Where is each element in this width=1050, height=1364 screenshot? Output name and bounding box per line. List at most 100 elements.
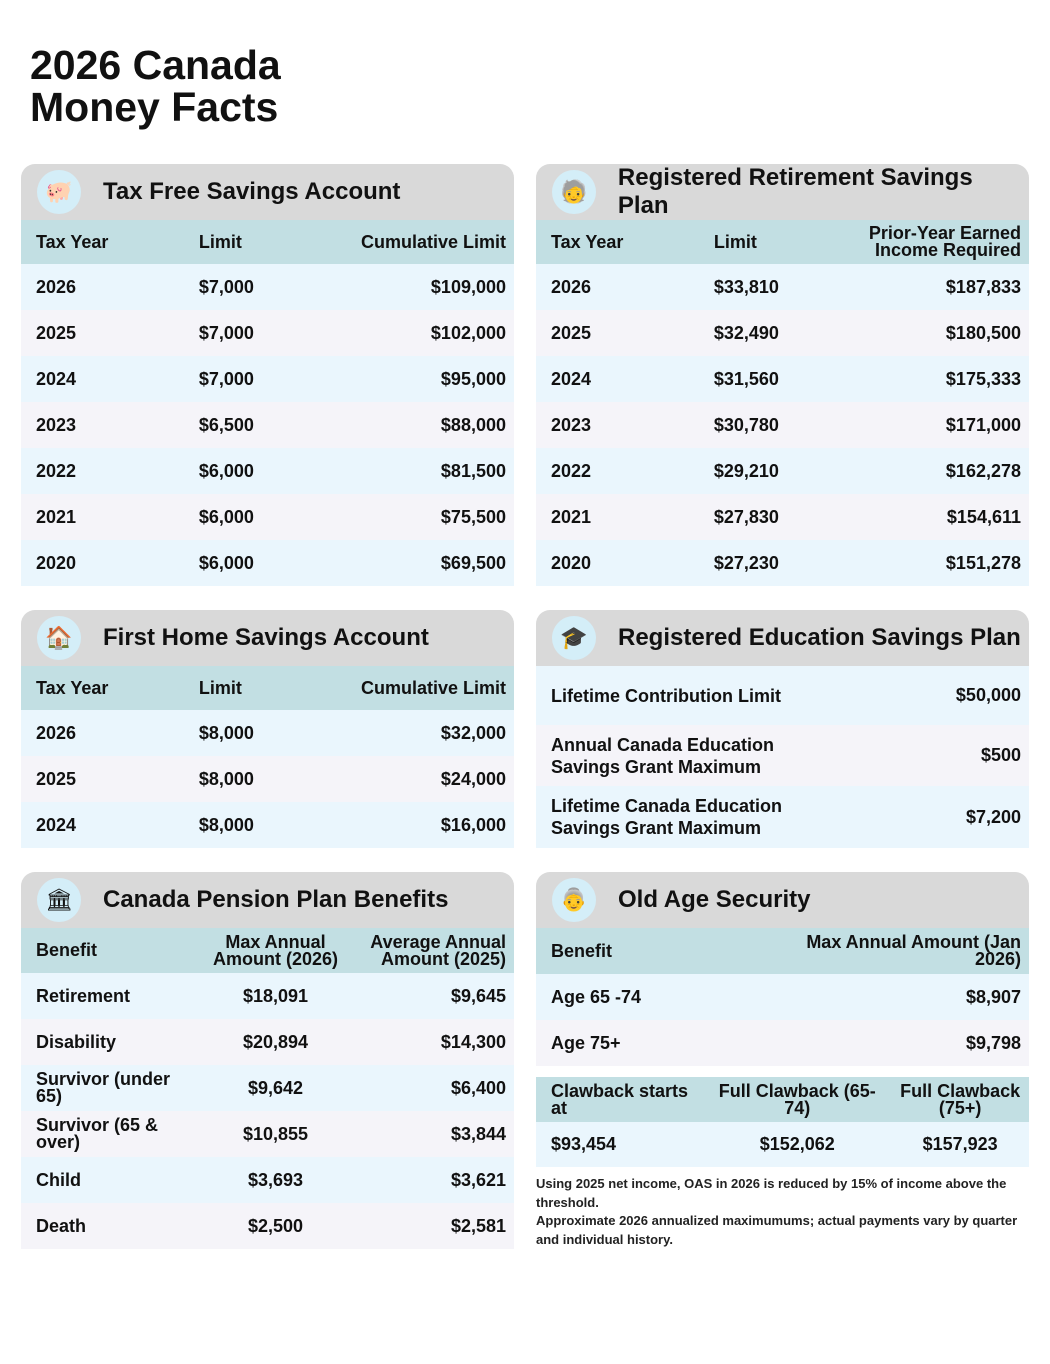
table-row: Survivor (under 65) $9,642 $6,400	[21, 1065, 514, 1111]
table-cell: 2023	[36, 414, 77, 435]
table-cell: Survivor (under 65)	[36, 1069, 171, 1106]
column-header-cell: Clawback starts at	[551, 1080, 689, 1118]
oas-rows: Age 65 -74 $8,907 Age 75+ $9,798	[536, 974, 1029, 1066]
page-title: 2026 Canada Money Facts	[30, 44, 281, 128]
rrsp-rows: 2026 $33,810 $187,833 2025 $32,490 $180,500 20…	[536, 264, 1029, 586]
table-row: Annual Canada Education Savings Grant Ma…	[536, 725, 1029, 786]
column-header-cell: Tax Year	[36, 231, 109, 252]
cpp-card: 🏛 Canada Pension Plan Benefits Benefit Max …	[21, 872, 514, 1249]
column-header-cell: Tax Year	[36, 677, 109, 698]
table-cell: $10,855	[242, 1123, 309, 1144]
table-cell: $20,894	[242, 1031, 309, 1052]
seniors-icon: 👵	[552, 878, 596, 922]
oas-title: Old Age Security	[618, 886, 811, 913]
table-cell: 2025	[36, 322, 77, 343]
gap	[536, 1066, 1029, 1077]
table-cell: $50,000	[955, 685, 1021, 705]
clawback-row: $93,454 $152,062 $157,923	[536, 1122, 1029, 1167]
table-cell: $2,581	[450, 1215, 506, 1236]
column-header-cell: Cumulative Limit	[360, 231, 506, 252]
table-cell: $93,454	[551, 1134, 617, 1154]
rrsp-column-header: Tax Year Limit Prior-Year Earned Income Re…	[536, 220, 1029, 264]
table-row: 2025 $8,000 $24,000	[21, 756, 514, 802]
column-header-cell: Max Annual Amount (Jan 2026)	[806, 932, 1021, 969]
table-cell: $7,000	[198, 322, 254, 343]
table-cell: $14,300	[440, 1031, 506, 1052]
table-cell: $151,278	[945, 552, 1021, 573]
table-cell: $18,091	[242, 985, 309, 1006]
fhsa-card-header: 🏠 First Home Savings Account	[21, 610, 514, 666]
title-line-1: 2026 Canada	[30, 42, 281, 88]
tfsa-card-header: 🐖 Tax Free Savings Account	[21, 164, 514, 220]
table-cell: 2025	[36, 768, 77, 789]
table-cell: $6,000	[198, 460, 254, 481]
graduation-cap-icon: 🎓	[552, 616, 596, 660]
column-header-cell: Average Annual Amount (2025)	[370, 931, 506, 969]
table-cell: 2026	[36, 722, 77, 743]
table-cell: 2025	[551, 322, 592, 343]
table-row: Child $3,693 $3,621	[21, 1157, 514, 1203]
table-cell: $30,780	[713, 414, 779, 435]
table-cell: $8,907	[965, 986, 1021, 1007]
table-cell: $31,560	[713, 368, 779, 389]
table-cell: 2020	[551, 552, 592, 573]
table-cell: $500	[980, 745, 1021, 765]
table-cell: $7,200	[965, 806, 1021, 827]
column-header-cell: Tax Year	[551, 231, 624, 252]
table-row: Age 65 -74 $8,907	[536, 974, 1029, 1020]
table-cell: $33,810	[713, 276, 779, 297]
fhsa-column-header: Tax Year Limit Cumulative Limit	[21, 666, 514, 710]
table-row: 2025 $7,000 $102,000	[21, 310, 514, 356]
oas-column-header: Benefit Max Annual Amount (Jan 2026)	[536, 928, 1029, 974]
oas-note: Approximate 2026 annualized maximumums; …	[536, 1213, 1018, 1247]
table-cell: 2024	[36, 814, 77, 835]
cpp-card-header: 🏛 Canada Pension Plan Benefits	[21, 872, 514, 928]
table-cell: $154,611	[946, 506, 1021, 527]
table-cell: Disability	[36, 1031, 117, 1052]
table-row: 2025 $32,490 $180,500	[536, 310, 1029, 356]
table-row: Age 75+ $9,798	[536, 1020, 1029, 1066]
tfsa-card: 🐖 Tax Free Savings Account Tax Year Limit Cu…	[21, 164, 514, 586]
title-line-2: Money Facts	[30, 84, 279, 130]
table-cell: $32,490	[713, 322, 779, 343]
column-header-cell: Cumulative Limit	[360, 677, 506, 698]
rrsp-card: 🧓 Registered Retirement Savings Plan Tax Y…	[536, 164, 1029, 586]
table-cell: $6,000	[198, 552, 254, 573]
column-header-cell: Limit	[198, 231, 242, 252]
table-cell: $32,000	[440, 722, 506, 743]
table-cell: $75,500	[440, 506, 506, 527]
table-cell: 2022	[36, 460, 77, 481]
table-cell: 2023	[551, 414, 592, 435]
table-cell: $9,642	[247, 1077, 304, 1098]
table-row: 2020 $6,000 $69,500	[21, 540, 514, 586]
fhsa-card: 🏠 First Home Savings Account Tax Year Limit…	[21, 610, 514, 848]
table-row: 2023 $6,500 $88,000	[21, 402, 514, 448]
table-cell: $95,000	[440, 368, 506, 389]
table-cell: $2,500	[247, 1215, 304, 1236]
column-header-cell: Benefit	[551, 940, 613, 961]
table-row: Lifetime Canada Education Savings Grant …	[536, 786, 1029, 848]
table-cell: Annual Canada Education Savings Grant Ma…	[551, 734, 775, 777]
table-cell: Age 75+	[551, 1032, 621, 1053]
resp-title: Registered Education Savings Plan	[618, 624, 1021, 651]
table-row: 2026 $7,000 $109,000	[21, 264, 514, 310]
table-row: 2024 $31,560 $175,333	[536, 356, 1029, 402]
table-cell: $6,500	[198, 414, 254, 435]
rrsp-card-header: 🧓 Registered Retirement Savings Plan	[536, 164, 1029, 220]
table-cell: $27,230	[713, 552, 779, 573]
tfsa-rows: 2026 $7,000 $109,000 2025 $7,000 $102,000 2024…	[21, 264, 514, 586]
table-cell: 2021	[36, 506, 77, 527]
column-header-cell: Benefit	[36, 940, 98, 960]
table-cell: $6,000	[198, 506, 254, 527]
table-cell: 2021	[551, 506, 592, 527]
table-cell: $3,693	[247, 1169, 304, 1190]
table-cell: $152,062	[759, 1134, 835, 1154]
oas-column-header: Clawback starts at Full Clawback (65-74) F…	[536, 1077, 1029, 1122]
tfsa-column-header: Tax Year Limit Cumulative Limit	[21, 220, 514, 264]
table-cell: Age 65 -74	[551, 986, 642, 1007]
cpp-column-header: Benefit Max Annual Amount (2026) Average A…	[21, 928, 514, 973]
tfsa-title: Tax Free Savings Account	[103, 178, 401, 205]
column-header-cell: Limit	[198, 677, 242, 698]
table-row: 2023 $30,780 $171,000	[536, 402, 1029, 448]
table-cell: $27,830	[713, 506, 779, 527]
